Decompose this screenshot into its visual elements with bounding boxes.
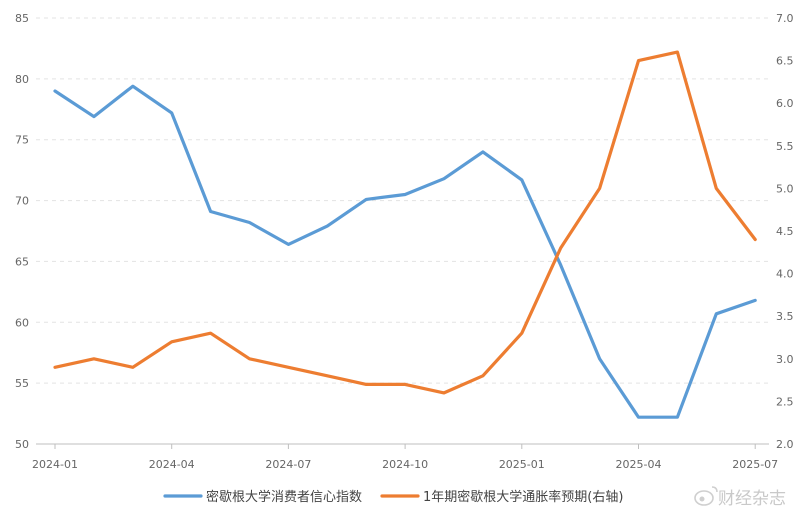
x-tick-label: 2024-07 [265, 458, 311, 471]
y-left-tick-label: 70 [15, 195, 29, 208]
y-right-tick-label: 5.5 [776, 140, 794, 153]
x-tick-label: 2024-01 [32, 458, 78, 471]
y-right-tick-label: 4.0 [776, 268, 794, 281]
x-tick-label: 2025-07 [732, 458, 778, 471]
y-left-tick-label: 85 [15, 12, 29, 25]
y-left-tick-label: 50 [15, 438, 29, 451]
watermark: 财经杂志 [694, 486, 786, 509]
y-left-tick-label: 80 [15, 73, 29, 86]
series-line [53, 50, 757, 395]
y-right-tick-label: 6.0 [776, 97, 794, 110]
y-left-tick-label: 55 [15, 377, 29, 390]
y-left-tick-label: 75 [15, 134, 29, 147]
y-right-tick-label: 2.5 [776, 395, 794, 408]
y-right-tick-label: 3.5 [776, 310, 794, 323]
legend: 密歇根大学消费者信心指数 1年期密歇根大学通胀率预期(右轴) [163, 489, 623, 505]
y-right-tick-label: 4.5 [776, 225, 794, 238]
series-line [53, 84, 757, 419]
y-right-tick-label: 2.0 [776, 438, 794, 451]
series-lines [53, 50, 757, 419]
x-tick-label: 2025-01 [499, 458, 545, 471]
legend-label: 1年期密歇根大学通胀率预期(右轴) [423, 489, 623, 505]
watermark-text: 财经杂志 [718, 489, 786, 509]
y-left-tick-label: 60 [15, 316, 29, 329]
axes: 50 55 60 65 70 75 80 85 2.0 2.5 3.0 3.5 4.0 4.5 5.0 5.5… [15, 12, 794, 471]
y-right-tick-label: 3.0 [776, 353, 794, 366]
x-tick-label: 2024-10 [382, 458, 428, 471]
gridlines [36, 17, 769, 384]
x-tick-label: 2024-04 [149, 458, 195, 471]
weibo-logo-icon [694, 486, 718, 506]
y-right-tick-label: 5.0 [776, 182, 794, 195]
x-tick-label: 2025-04 [616, 458, 662, 471]
y-right-tick-label: 6.5 [776, 55, 794, 68]
legend-label: 密歇根大学消费者信心指数 [206, 489, 362, 505]
y-left-tick-label: 65 [15, 255, 29, 268]
y-right-tick-label: 7.0 [776, 12, 794, 25]
